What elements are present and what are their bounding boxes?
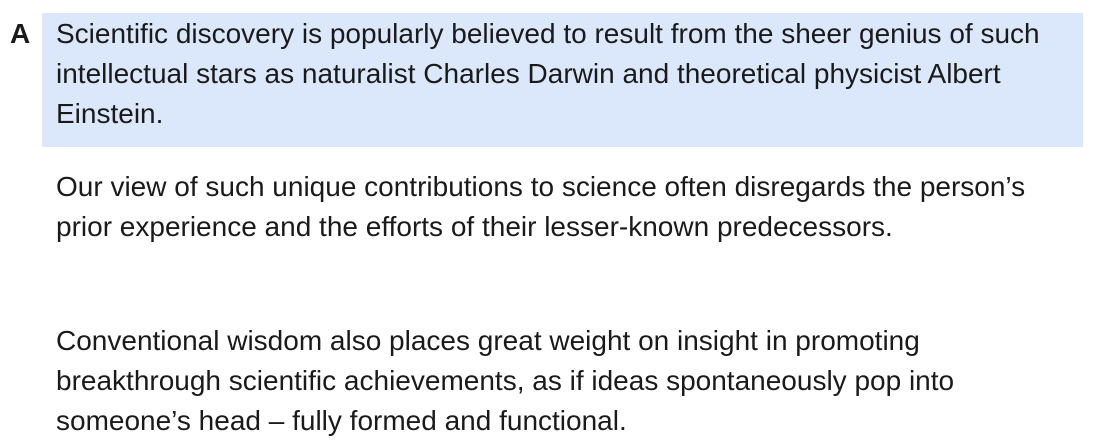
paragraph-1[interactable]: Scientific discovery is popularly believ… (56, 18, 1040, 129)
paragraph-2[interactable]: Our view of such unique contributions to… (56, 171, 1026, 242)
paragraph-3[interactable]: Conventional wisdom also places great we… (56, 325, 955, 436)
section-letter: A (10, 18, 31, 49)
highlighted-paragraph-background[interactable] (42, 13, 1083, 147)
